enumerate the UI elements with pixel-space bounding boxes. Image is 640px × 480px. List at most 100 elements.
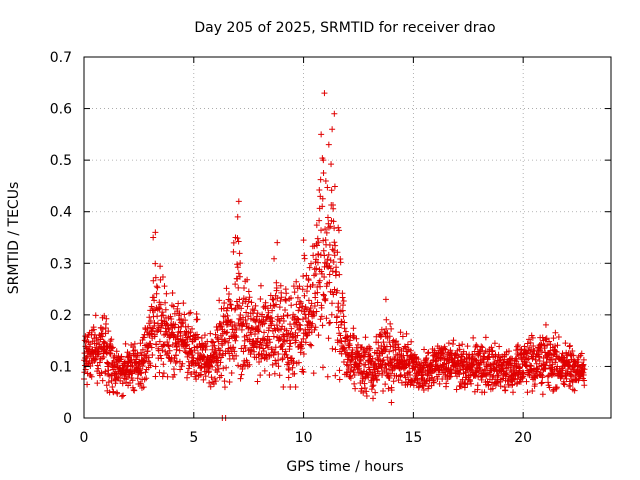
data-point (283, 290, 290, 297)
data-point (482, 334, 489, 341)
data-point (145, 354, 152, 361)
data-point (300, 351, 307, 358)
data-point (387, 320, 394, 327)
data-point (445, 340, 452, 347)
data-point (340, 297, 347, 304)
data-point (450, 337, 457, 344)
data-point (282, 306, 289, 313)
data-point (148, 328, 155, 335)
data-point (424, 372, 431, 379)
data-point (166, 347, 173, 354)
data-point (321, 274, 328, 281)
data-point (168, 354, 175, 361)
data-point (152, 274, 159, 281)
data-point (286, 343, 293, 350)
data-point (384, 354, 391, 361)
data-point (334, 249, 341, 256)
data-point (386, 348, 393, 355)
data-point (329, 300, 336, 307)
data-point (235, 362, 242, 369)
data-point (485, 353, 492, 360)
data-point (268, 315, 275, 322)
data-point (321, 296, 328, 303)
data-point (159, 347, 166, 354)
data-point (407, 371, 413, 378)
data-point (255, 351, 262, 358)
data-point (136, 380, 143, 387)
data-point (318, 227, 325, 234)
data-point (156, 305, 163, 312)
data-point (233, 326, 240, 333)
data-point (321, 252, 328, 259)
data-point (396, 357, 403, 364)
data-point (369, 355, 376, 362)
data-point (274, 295, 281, 302)
data-point (225, 339, 232, 346)
data-point (294, 294, 301, 301)
data-point (236, 296, 243, 303)
data-point (266, 336, 273, 343)
data-point (350, 325, 357, 332)
data-point (235, 320, 242, 327)
data-point (214, 362, 221, 369)
data-point (298, 300, 305, 307)
data-point (260, 335, 267, 342)
data-point (292, 319, 299, 326)
data-point (346, 337, 353, 344)
data-point (481, 389, 488, 396)
data-point (369, 369, 376, 376)
data-point (380, 339, 387, 346)
data-point (187, 309, 194, 316)
data-point (360, 389, 367, 396)
data-point (254, 310, 261, 317)
data-point (334, 313, 341, 320)
data-point (196, 372, 203, 379)
data-point (156, 369, 163, 376)
data-point (260, 348, 267, 355)
data-point (221, 299, 228, 306)
data-point (157, 301, 164, 308)
data-point (193, 376, 200, 383)
data-point (329, 345, 336, 352)
data-point (215, 365, 222, 372)
data-point (314, 289, 321, 296)
data-point (456, 346, 463, 353)
data-point (155, 305, 162, 312)
data-point (357, 357, 364, 364)
data-point (118, 353, 125, 360)
data-point (310, 312, 317, 319)
data-point (208, 374, 215, 381)
data-point (305, 277, 312, 284)
data-point (273, 284, 280, 291)
data-point (410, 382, 417, 389)
data-point (206, 379, 213, 386)
data-point (177, 332, 184, 339)
data-point (251, 307, 258, 314)
data-point (307, 341, 314, 348)
data-point (160, 361, 167, 368)
data-point (401, 372, 408, 379)
data-point (288, 355, 295, 362)
data-point (153, 290, 160, 297)
data-point (262, 299, 269, 306)
data-point (99, 377, 106, 384)
data-point (470, 361, 477, 368)
data-point (147, 324, 154, 331)
data-point (222, 338, 229, 345)
data-point (388, 325, 395, 332)
data-point (319, 364, 326, 371)
data-point (226, 379, 233, 386)
data-point (101, 339, 108, 346)
data-point (169, 290, 176, 297)
data-point (193, 316, 200, 323)
data-point (99, 326, 106, 333)
data-point (251, 348, 258, 355)
data-point (294, 332, 301, 339)
data-point (298, 345, 305, 352)
data-point (105, 328, 112, 335)
data-point (214, 368, 221, 375)
data-point (319, 203, 326, 210)
data-point (233, 352, 240, 359)
data-point (163, 320, 170, 327)
data-point (157, 263, 164, 270)
